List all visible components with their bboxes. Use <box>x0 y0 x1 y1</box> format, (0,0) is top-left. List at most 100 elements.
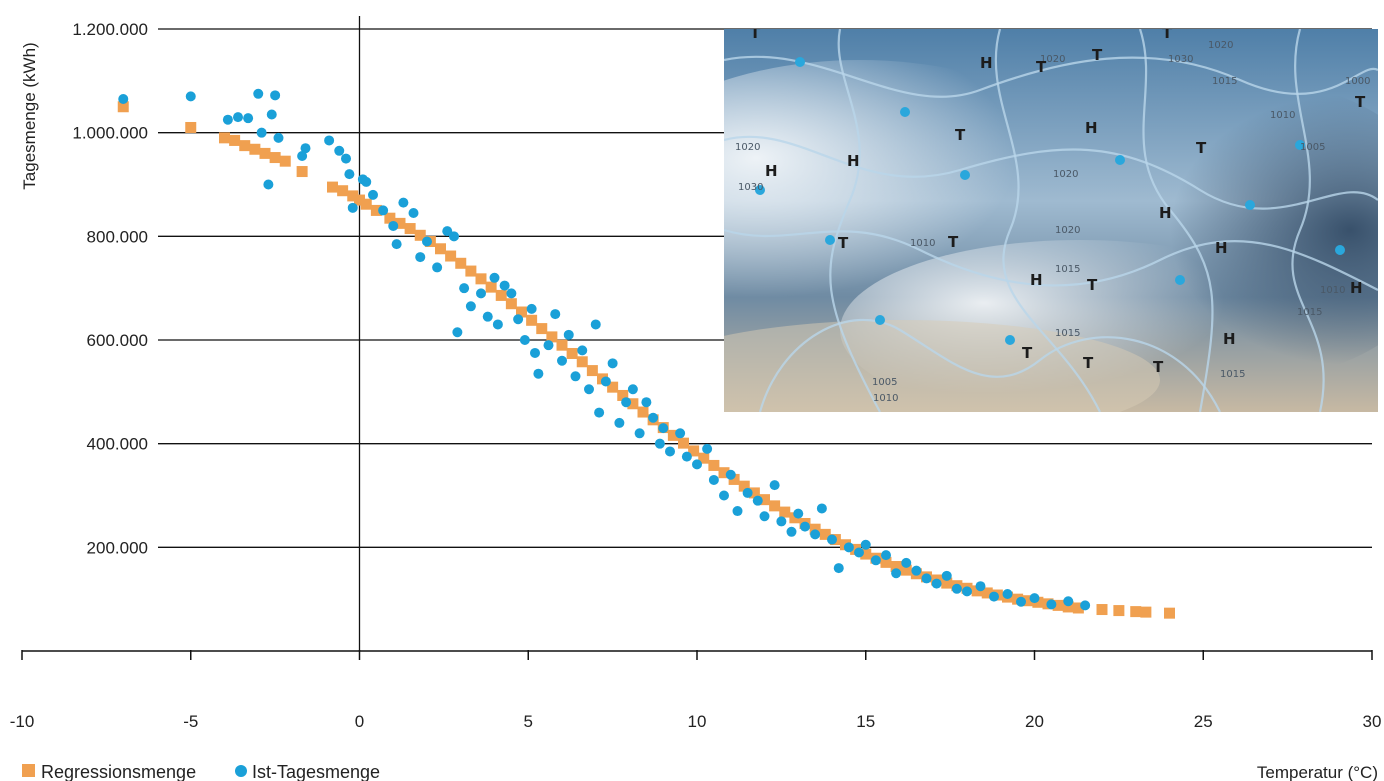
low-pressure-marker: T <box>1092 46 1103 64</box>
regressionsmenge-point <box>1052 599 1064 611</box>
ist-tagesmenge-point <box>222 114 233 125</box>
y-tick-label: 600.000 <box>87 331 148 350</box>
regressionsmenge-point <box>1113 605 1125 617</box>
ist-tagesmenge-point <box>843 542 854 553</box>
regressionsmenge-point <box>354 194 365 206</box>
ist-tagesmenge-point <box>270 90 281 101</box>
low-pressure-marker: T <box>1036 58 1047 76</box>
regressionsmenge-point <box>667 429 679 441</box>
ist-tagesmenge-point <box>742 487 753 498</box>
ist-tagesmenge-point <box>378 205 389 216</box>
pressure-label: 1020 <box>1053 169 1078 180</box>
ist-tagesmenge-point <box>368 189 378 200</box>
regressionsmenge-point <box>779 506 791 518</box>
regressionsmenge-point <box>1072 602 1084 614</box>
ist-tagesmenge-point <box>600 376 611 387</box>
low-pressure-marker: T <box>750 24 761 42</box>
ist-tagesmenge-point <box>398 197 409 208</box>
ist-tagesmenge-point <box>675 428 686 439</box>
ist-tagesmenge-point <box>422 236 432 247</box>
pressure-label: 1020 <box>1040 54 1065 65</box>
x-tick-label: 15 <box>856 712 875 731</box>
regressionsmenge-point <box>637 406 649 418</box>
ist-tagesmenge-point <box>752 495 763 506</box>
regressionsmenge-point <box>546 331 558 343</box>
regressionsmenge-point <box>394 217 406 229</box>
pressure-label: 1015 <box>1212 76 1237 87</box>
regressionsmenge-point <box>505 298 517 310</box>
ist-tagesmenge-point <box>732 506 743 517</box>
regressionsmenge-point <box>249 143 261 155</box>
legend-marker-ist-tagesmenge <box>235 765 247 777</box>
ist-tagesmenge-point <box>702 443 713 454</box>
pressure-label: 1020 <box>1055 225 1080 236</box>
ist-tagesmenge-point <box>951 583 962 594</box>
ist-tagesmenge-point <box>989 591 999 602</box>
regressionsmenge-point <box>435 243 446 255</box>
x-tick-label: 5 <box>524 712 533 731</box>
pressure-label: 1020 <box>735 142 760 153</box>
ist-tagesmenge-point <box>860 539 871 550</box>
y-tick-label: 1.000.000 <box>72 124 148 143</box>
ist-tagesmenge-point <box>627 384 638 395</box>
regressionsmenge-point <box>617 389 629 401</box>
regressionsmenge-point <box>748 487 760 499</box>
ist-tagesmenge-point <box>557 355 567 366</box>
ist-tagesmenge-point <box>253 88 264 99</box>
ist-tagesmenge-point <box>1063 596 1074 607</box>
regressionsmenge-point <box>384 212 396 224</box>
ist-tagesmenge-point <box>881 550 891 561</box>
high-pressure-marker: H <box>1159 204 1172 222</box>
ist-tagesmenge-point <box>570 371 581 382</box>
regressionsmenge-point <box>890 561 902 573</box>
regressionsmenge-point <box>728 473 740 485</box>
ist-tagesmenge-point <box>962 586 972 597</box>
ist-tagesmenge-point <box>442 226 453 237</box>
ist-tagesmenge-point <box>810 529 821 540</box>
ist-tagesmenge-point <box>590 319 601 330</box>
ist-tagesmenge-point <box>118 93 129 104</box>
ist-tagesmenge-point <box>1002 588 1013 599</box>
pressure-label: 1000 <box>1345 76 1370 87</box>
high-pressure-marker: H <box>1030 271 1043 289</box>
ist-tagesmenge-series <box>118 88 1091 611</box>
low-pressure-marker: T <box>948 233 959 251</box>
regressionsmenge-point <box>708 459 720 471</box>
ist-tagesmenge-point <box>233 112 243 123</box>
regressionsmenge-point <box>678 437 689 449</box>
x-tick-label: 30 <box>1363 712 1382 731</box>
ist-tagesmenge-point <box>530 347 540 358</box>
y-tick-label: 400.000 <box>87 435 148 454</box>
x-tick-label: 10 <box>688 712 707 731</box>
ist-tagesmenge-point <box>901 557 912 568</box>
regressionsmenge-point <box>485 281 497 293</box>
regressionsmenge-point <box>370 204 382 216</box>
ist-tagesmenge-point <box>300 143 311 154</box>
regressionsmenge-point <box>516 306 527 318</box>
ist-tagesmenge-point <box>482 311 493 322</box>
ist-tagesmenge-point <box>1080 600 1091 611</box>
pressure-label: 1005 <box>872 377 897 388</box>
regressionsmenge-point <box>117 101 129 113</box>
pressure-label: 1030 <box>1168 54 1193 65</box>
low-pressure-marker: T <box>1087 276 1098 294</box>
regressionsmenge-point <box>627 398 639 410</box>
low-pressure-marker: T <box>955 126 966 144</box>
regressionsmenge-point <box>900 564 912 576</box>
regressionsmenge-point <box>239 140 251 152</box>
ist-tagesmenge-point <box>665 446 675 457</box>
ist-tagesmenge-point <box>1029 593 1040 604</box>
ist-tagesmenge-point <box>263 179 274 190</box>
ist-tagesmenge-point <box>891 568 902 579</box>
pressure-label: 1030 <box>738 182 763 193</box>
ist-tagesmenge-point <box>476 288 486 299</box>
legend: Regressionsmenge Ist-Tagesmenge <box>22 762 380 781</box>
ist-tagesmenge-point <box>513 314 524 325</box>
x-tick-label: 25 <box>1194 712 1213 731</box>
ist-tagesmenge-point <box>1046 599 1057 610</box>
regressionsmenge-point <box>219 132 230 144</box>
ist-tagesmenge-point <box>506 288 517 299</box>
ist-tagesmenge-point <box>519 335 530 345</box>
ist-tagesmenge-point <box>692 459 702 470</box>
ist-tagesmenge-point <box>543 340 554 351</box>
